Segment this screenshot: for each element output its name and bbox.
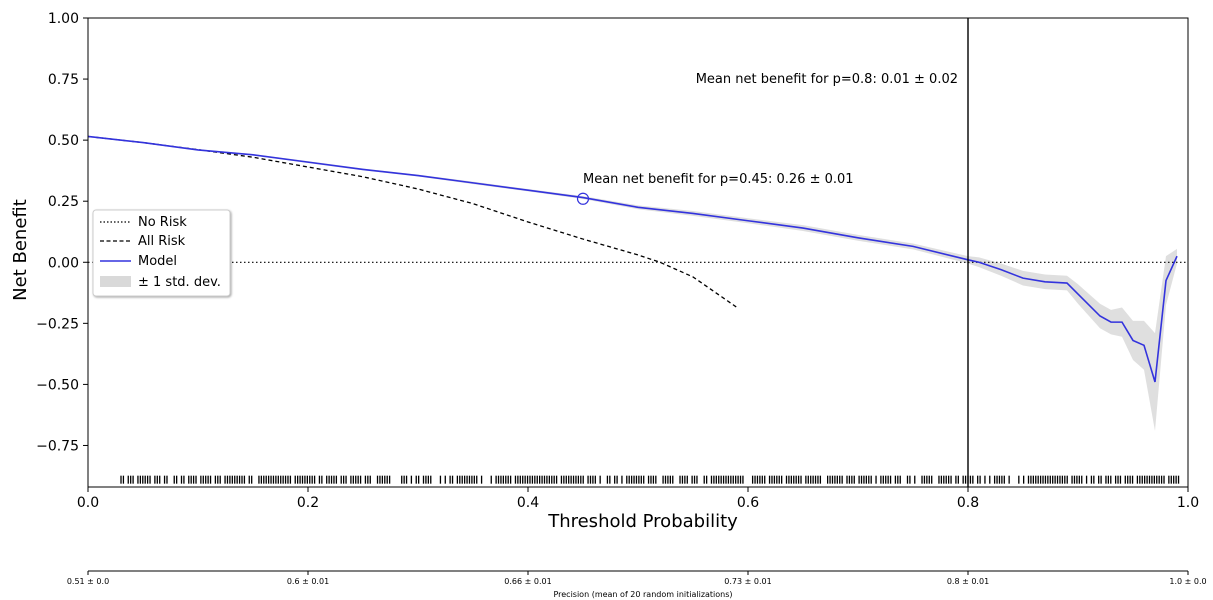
y-tick-label: 0.75 — [48, 72, 79, 88]
axis-ticks: 0.0 0.2 0.4 0.6 0.8 1.0 1.00 0.75 0.50 0.25 0.00 −0… — [36, 11, 1199, 511]
legend-std-band-swatch — [100, 276, 131, 287]
x-tick-label: 0.4 — [517, 495, 539, 511]
legend-no-risk-label: No Risk — [138, 215, 187, 230]
series-layer — [87, 18, 1188, 487]
secondary-axis-label: Precision (mean of 20 random initializat… — [553, 590, 732, 599]
y-tick-label: 0.00 — [48, 255, 79, 271]
secondary-tick-label: 0.66 ± 0.01 — [504, 577, 551, 586]
annotation-p045: Mean net benefit for p=0.45: 0.26 ± 0.01 — [583, 172, 854, 187]
y-axis-label: Net Benefit — [10, 199, 31, 301]
x-tick-label: 0.8 — [957, 495, 979, 511]
x-tick-label: 0.2 — [297, 495, 319, 511]
secondary-precision-axis: 0.51 ± 0.0 0.6 ± 0.01 0.66 ± 0.01 0.73 ± 0.… — [67, 570, 1207, 599]
secondary-tick-label: 0.51 ± 0.0 — [67, 577, 109, 586]
x-tick-label: 0.0 — [77, 495, 99, 511]
secondary-axis-ticks: 0.51 ± 0.0 0.6 ± 0.01 0.66 ± 0.01 0.73 ± 0.… — [67, 571, 1207, 586]
model-line — [87, 135, 1178, 383]
annotation-p08: Mean net benefit for p=0.8: 0.01 ± 0.02 — [696, 72, 958, 87]
y-tick-label: −0.50 — [36, 377, 79, 393]
rug-layer — [120, 475, 1180, 484]
annotation-marker-circle — [576, 192, 590, 205]
secondary-tick-label: 1.0 ± 0.0 — [1169, 577, 1206, 586]
y-tick-label: 0.25 — [48, 194, 79, 210]
y-tick-label: 1.00 — [48, 11, 79, 27]
plot-frame — [87, 17, 1189, 488]
x-tick-label: 1.0 — [1177, 495, 1199, 511]
secondary-tick-label: 0.6 ± 0.01 — [287, 577, 329, 586]
x-axis-label: Threshold Probability — [547, 511, 738, 532]
legend-all-risk-label: All Risk — [138, 234, 186, 249]
y-tick-label: −0.75 — [36, 438, 79, 454]
x-tick-label: 0.6 — [737, 495, 759, 511]
legend-std-band-label: ± 1 std. dev. — [138, 275, 221, 290]
y-tick-label: 0.50 — [48, 133, 79, 149]
secondary-tick-label: 0.8 ± 0.01 — [947, 577, 989, 586]
y-tick-label: −0.25 — [36, 316, 79, 332]
secondary-tick-label: 0.73 ± 0.01 — [724, 577, 771, 586]
plot-border — [87, 17, 1189, 488]
legend-box — [92, 209, 231, 297]
legend-model-label: Model — [138, 254, 177, 269]
legend: No Risk All Risk Model ± 1 std. dev. — [92, 209, 231, 297]
annotations: Mean net benefit for p=0.8: 0.01 ± 0.02 M… — [576, 72, 958, 205]
